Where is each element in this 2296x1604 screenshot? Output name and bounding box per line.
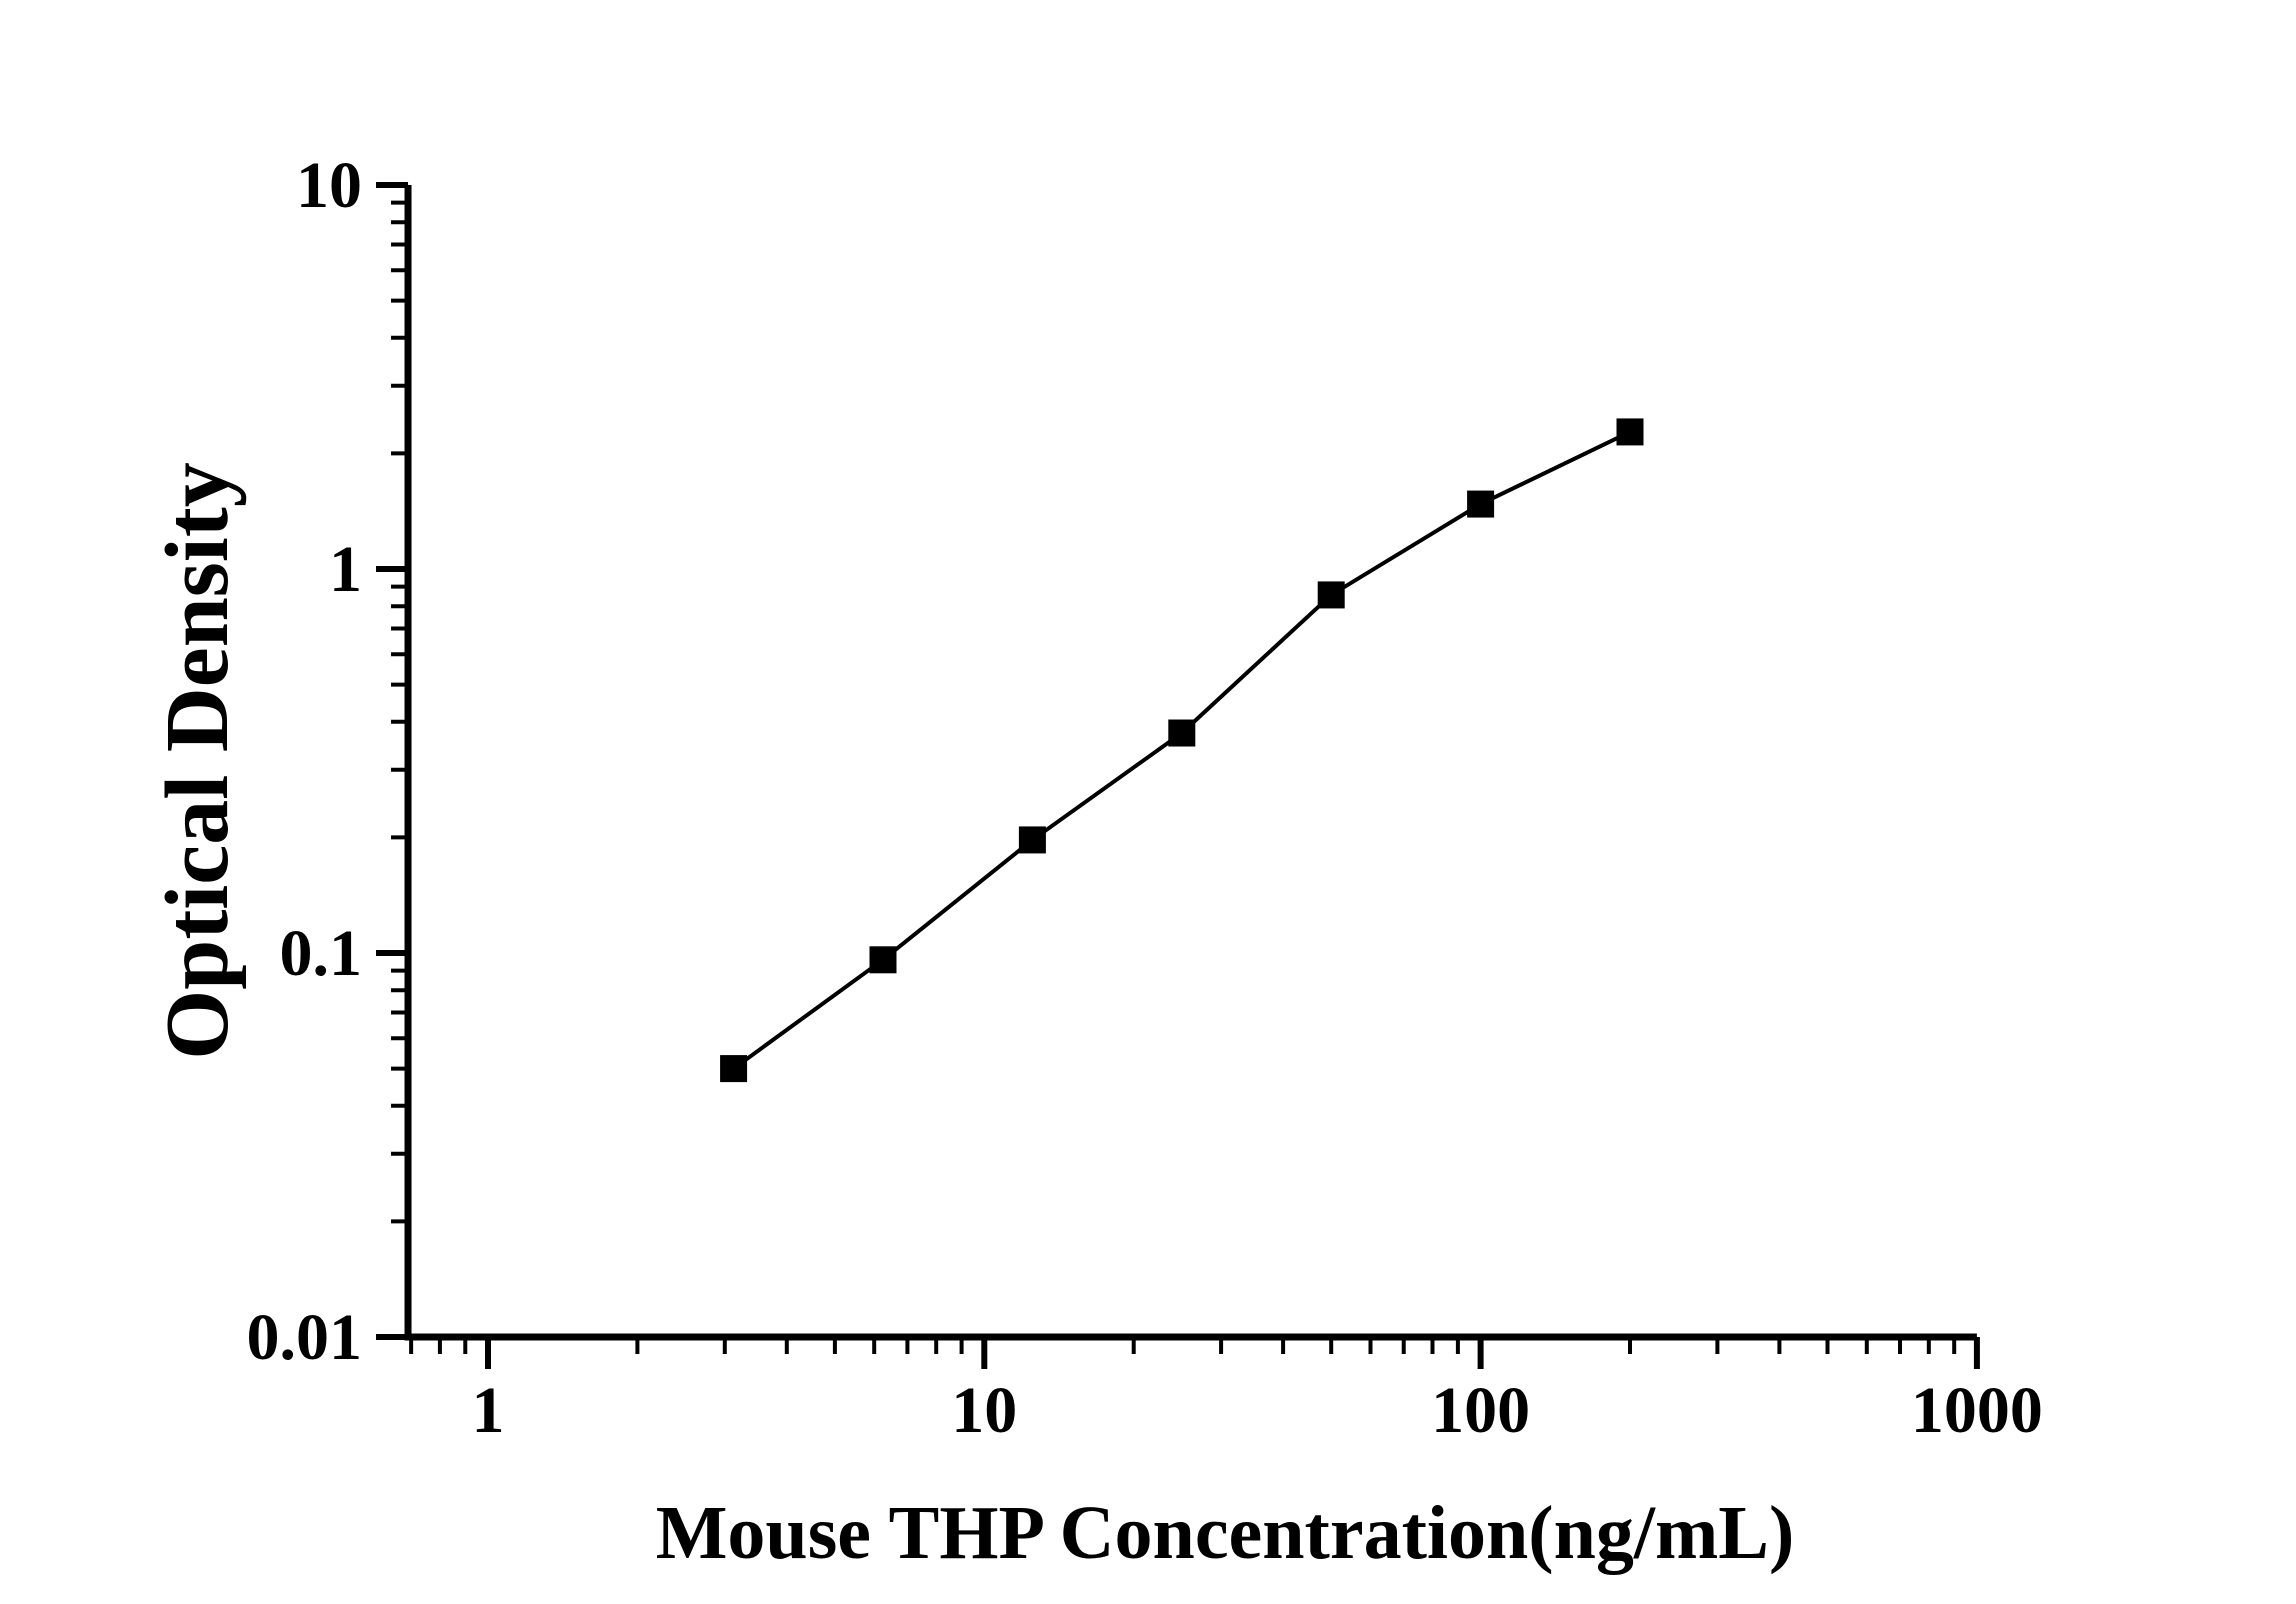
data-line — [732, 430, 1631, 1071]
y-tick-label: 0.01 — [247, 1301, 363, 1374]
x-axis-title: Mouse THP Concentration(ng/mL) — [656, 1491, 1795, 1575]
data-point-marker — [869, 946, 897, 974]
y-tick-label: 1 — [329, 533, 362, 606]
data-point-marker — [1317, 581, 1345, 609]
axis-spine — [404, 185, 1977, 1341]
x-tick-labels: 1 10 100 1000 — [472, 1374, 2043, 1447]
x-tick-label: 1 — [472, 1374, 505, 1447]
data-point-marker — [1018, 826, 1046, 854]
y-axis-title: Optical Density — [148, 462, 247, 1059]
y-tick-labels: 0.01 0.1 1 10 — [247, 149, 363, 1374]
y-minor-ticks — [391, 200, 409, 1224]
x-tick-label: 100 — [1431, 1374, 1530, 1447]
y-tick-label: 0.1 — [280, 917, 363, 990]
data-points — [720, 418, 1644, 1083]
y-tick-label: 10 — [296, 149, 362, 222]
standard-curve-line — [732, 430, 1631, 1071]
data-point-marker — [1616, 418, 1644, 446]
x-tick-label: 10 — [951, 1374, 1017, 1447]
data-point-marker — [720, 1055, 748, 1083]
y-major-ticks — [376, 182, 409, 1340]
x-tick-label: 1000 — [1911, 1374, 2043, 1447]
data-point-marker — [1168, 719, 1196, 747]
data-point-marker — [1467, 490, 1495, 518]
axes — [404, 185, 1977, 1341]
x-minor-ticks — [409, 1337, 1957, 1354]
x-major-ticks — [485, 1337, 1980, 1369]
